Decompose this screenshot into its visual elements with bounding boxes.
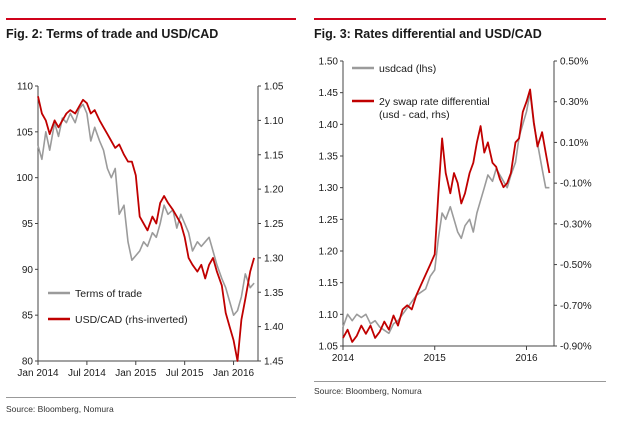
fig3-legend-label: usdcad (lhs)	[379, 63, 436, 75]
fig3-x-tick-label: 2015	[424, 353, 447, 364]
fig2-y-right-tick-label: 1.05	[264, 82, 284, 93]
fig3-y-left-tick-label: 1.20	[319, 247, 339, 258]
fig2-x-tick-label: Jan 2015	[115, 368, 157, 379]
fig2-panel: Fig. 2: Terms of trade and USD/CAD 80 85 9…	[0, 0, 300, 447]
fig3-y-left-tick-label: 1.30	[319, 183, 339, 194]
fig2-y-right-tick-label: 1.15	[264, 150, 284, 161]
fig3-legend-label: 2y swap rate differential	[379, 96, 490, 108]
fig3-source: Source: Bloomberg, Nomura	[314, 386, 422, 396]
fig3-y-left-tick-label: 1.45	[319, 88, 339, 99]
fig3-y-right-tick-label: 0.10%	[560, 138, 588, 149]
fig3-y-right-tick-label: -0.70%	[560, 301, 592, 312]
fig2-y-right-tick-label: 1.40	[264, 322, 284, 333]
fig2-x-tick-label: Jan 2014	[17, 368, 59, 379]
fig2-title-rule	[6, 18, 296, 20]
fig2-source-divider	[6, 397, 296, 398]
fig3-y-right-tick-label: 0.30%	[560, 97, 588, 108]
fig2-series-line-grey	[37, 103, 255, 316]
fig2-series-line-red	[37, 96, 255, 362]
fig3-title-rule	[314, 18, 606, 20]
fig3-legend-label-cont: (usd - cad, rhs)	[379, 109, 450, 121]
fig3-y-left-tick-label: 1.05	[319, 342, 339, 353]
fig2-y-right-tick-label: 1.35	[264, 288, 284, 299]
fig2-y-right-tick-label: 1.20	[264, 185, 284, 196]
fig2-y-left-tick-label: 85	[22, 311, 34, 322]
fig2-y-left-tick-label: 90	[22, 265, 34, 276]
fig3-y-left-tick-label: 1.50	[319, 57, 339, 68]
fig2-y-left-tick-label: 80	[22, 357, 34, 368]
fig2-y-left-tick-label: 100	[16, 173, 33, 184]
fig2-x-tick-label: Jul 2015	[166, 368, 204, 379]
fig3-y-left-tick-label: 1.10	[319, 310, 339, 321]
fig2-chart: 80 85 90 95 100 105 110 1.05 1.10 1.15 1.20 1.25 1.3…	[16, 82, 284, 380]
fig3-y-left-tick-label: 1.35	[319, 152, 339, 163]
fig3-y-left-tick-label: 1.25	[319, 215, 339, 226]
fig3-x-tick-label: 2016	[515, 353, 538, 364]
fig2-x-tick-label: Jul 2014	[68, 368, 106, 379]
fig2-y-left-tick-label: 110	[17, 82, 33, 93]
fig2-y-left-tick-label: 95	[22, 219, 34, 230]
fig3-y-right-tick-label: 0.50%	[560, 57, 588, 68]
fig3-chart: 1.05 1.10 1.15 1.20 1.25 1.30 1.35 1.40 1.45 1.50…	[319, 57, 592, 365]
fig2-y-left-tick-label: 105	[16, 127, 33, 138]
fig3-y-right-tick-label: -0.30%	[560, 219, 592, 230]
fig3-source-divider	[314, 381, 606, 382]
fig3-series-line-grey	[342, 91, 550, 335]
fig2-title: Fig. 2: Terms of trade and USD/CAD	[6, 27, 219, 41]
fig3-y-left-tick-label: 1.40	[319, 120, 339, 131]
fig3-panel: Fig. 3: Rates differential and USD/CAD 1…	[310, 0, 630, 447]
fig3-x-tick-label: 2014	[332, 353, 355, 364]
fig3-y-right-tick-label: -0.50%	[560, 260, 592, 271]
fig3-y-right-tick-label: -0.90%	[560, 342, 592, 353]
fig2-legend-label: Terms of trade	[75, 288, 142, 300]
fig3-y-right-tick-label: -0.10%	[560, 179, 592, 190]
fig2-source: Source: Bloomberg, Nomura	[6, 404, 114, 414]
fig3-title: Fig. 3: Rates differential and USD/CAD	[314, 27, 542, 41]
fig2-y-right-tick-label: 1.30	[264, 253, 284, 264]
fig2-y-right-tick-label: 1.25	[264, 219, 284, 230]
fig2-y-right-tick-label: 1.10	[264, 116, 284, 127]
fig2-y-right-tick-label: 1.45	[264, 357, 284, 368]
fig2-x-tick-label: Jan 2016	[213, 368, 255, 379]
fig2-legend-label: USD/CAD (rhs-inverted)	[75, 314, 188, 326]
fig3-y-left-tick-label: 1.15	[319, 278, 339, 289]
fig3-series-line-red	[342, 88, 551, 343]
